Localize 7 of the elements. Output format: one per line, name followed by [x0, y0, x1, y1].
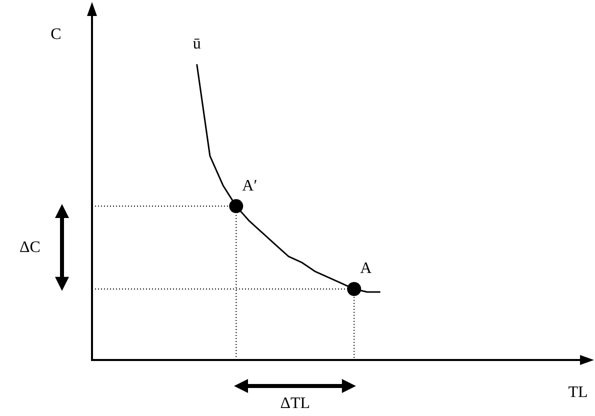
ref-line-label: A	[360, 260, 372, 278]
text: ΔC	[20, 238, 40, 257]
y-axis-title: C	[50, 26, 62, 44]
ref-line-label: A′	[242, 177, 258, 194]
x-axis-title: TL	[568, 384, 588, 402]
text: ΔTL	[280, 395, 310, 413]
series-label: ū	[192, 35, 201, 52]
